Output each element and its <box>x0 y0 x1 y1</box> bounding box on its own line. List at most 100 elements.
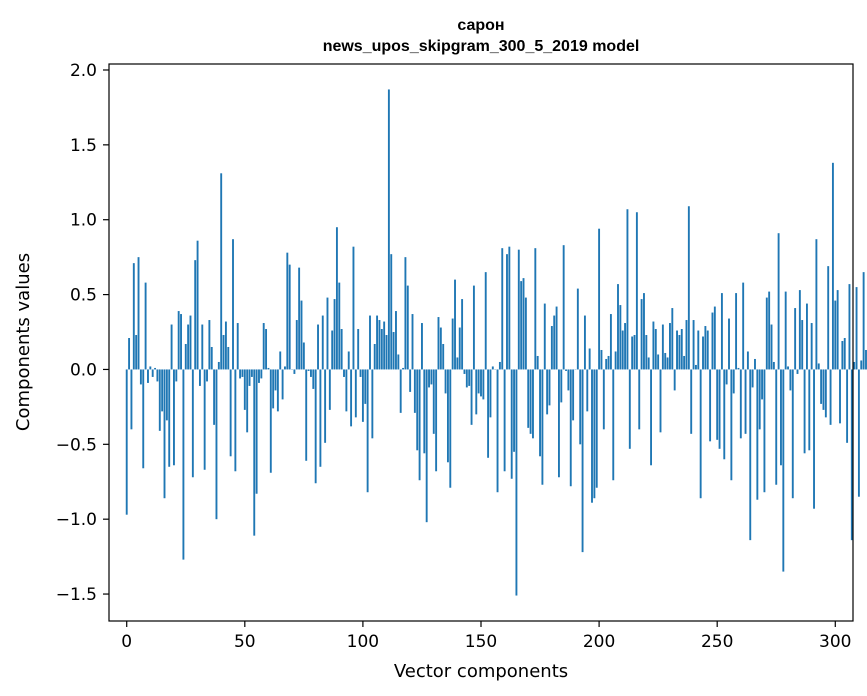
bar-265 <box>751 369 754 388</box>
bar-160 <box>503 369 506 472</box>
bar-3 <box>132 263 135 370</box>
bar-202 <box>602 369 605 430</box>
bar-97 <box>354 369 357 418</box>
bar-10 <box>149 366 152 370</box>
bar-183 <box>558 369 560 478</box>
bar-39 <box>217 361 220 370</box>
bar-277 <box>780 369 782 466</box>
bar-120 <box>409 369 412 392</box>
bar-121 <box>411 314 414 370</box>
bar-45 <box>232 239 234 370</box>
bar-280 <box>787 366 789 370</box>
bar-275 <box>775 369 778 485</box>
bar-116 <box>399 369 402 413</box>
bar-99 <box>359 369 362 377</box>
bar-182 <box>555 306 558 370</box>
bar-228 <box>664 352 667 370</box>
bar-172 <box>532 369 534 439</box>
bar-26 <box>187 324 190 370</box>
bar-200 <box>598 228 601 370</box>
bar-105 <box>373 344 376 370</box>
bar-147 <box>472 285 475 370</box>
bar-288 <box>806 303 808 370</box>
bar-205 <box>609 314 612 370</box>
y-tick-label: 1.5 <box>70 136 97 156</box>
bar-81 <box>317 324 319 370</box>
bar-30 <box>196 240 199 370</box>
bar-152 <box>484 272 487 370</box>
bar-253 <box>723 369 726 460</box>
bar-7 <box>142 369 145 469</box>
bar-175 <box>539 369 541 457</box>
bar-145 <box>468 369 471 386</box>
bar-270 <box>763 369 766 493</box>
bar-262 <box>744 369 747 434</box>
bar-15 <box>161 369 164 412</box>
bar-274 <box>772 361 775 370</box>
bar-252 <box>720 293 723 370</box>
bar-68 <box>286 252 289 370</box>
bar-201 <box>600 349 603 370</box>
bar-313 <box>865 349 867 370</box>
bar-286 <box>801 320 804 370</box>
bar-233 <box>676 330 678 370</box>
bar-153 <box>487 369 490 458</box>
bar-138 <box>451 318 454 370</box>
bar-308 <box>853 361 856 370</box>
bar-206 <box>612 369 615 481</box>
bar-0 <box>125 369 128 515</box>
bar-119 <box>406 285 409 370</box>
bar-102 <box>366 369 369 493</box>
bar-234 <box>678 335 681 370</box>
bar-307 <box>850 369 853 541</box>
bar-240 <box>692 320 695 370</box>
bar-41 <box>222 335 225 370</box>
bar-55 <box>255 369 258 494</box>
bar-66 <box>281 369 284 400</box>
bar-219 <box>643 293 645 370</box>
bar-139 <box>454 279 456 370</box>
bar-187 <box>567 369 570 391</box>
bar-161 <box>506 254 508 370</box>
bar-146 <box>470 369 473 425</box>
bar-281 <box>789 369 792 391</box>
bar-17 <box>165 369 168 421</box>
bar-79 <box>312 369 315 389</box>
bar-6 <box>139 369 142 385</box>
x-tick-label: 150 <box>465 632 497 652</box>
bar-179 <box>548 369 551 406</box>
bar-130 <box>432 369 435 434</box>
bar-154 <box>489 369 492 418</box>
y-tick-label: 0.0 <box>70 360 97 380</box>
bar-268 <box>758 369 761 430</box>
bar-256 <box>730 369 733 481</box>
bar-229 <box>666 357 669 370</box>
bar-57 <box>260 369 263 379</box>
bar-20 <box>173 369 175 466</box>
bar-37 <box>213 369 216 425</box>
bar-28 <box>191 369 194 478</box>
bar-310 <box>857 369 860 497</box>
bar-259 <box>737 367 740 370</box>
bar-258 <box>735 293 738 370</box>
bar-40 <box>220 173 223 370</box>
bar-23 <box>180 314 182 370</box>
bar-176 <box>541 369 544 485</box>
bar-254 <box>725 369 728 385</box>
bar-249 <box>713 306 716 370</box>
bar-208 <box>617 284 619 370</box>
bar-272 <box>768 291 771 370</box>
bar-47 <box>236 323 239 370</box>
bar-223 <box>652 321 655 370</box>
bar-103 <box>369 315 371 370</box>
bar-95 <box>350 369 353 427</box>
bar-301 <box>836 290 839 370</box>
bar-178 <box>546 369 549 415</box>
bar-180 <box>550 326 553 370</box>
bar-14 <box>158 369 161 431</box>
bar-142 <box>461 299 464 370</box>
bar-25 <box>184 344 187 370</box>
bar-255 <box>728 318 730 370</box>
bar-56 <box>258 369 260 383</box>
bar-198 <box>593 369 596 499</box>
